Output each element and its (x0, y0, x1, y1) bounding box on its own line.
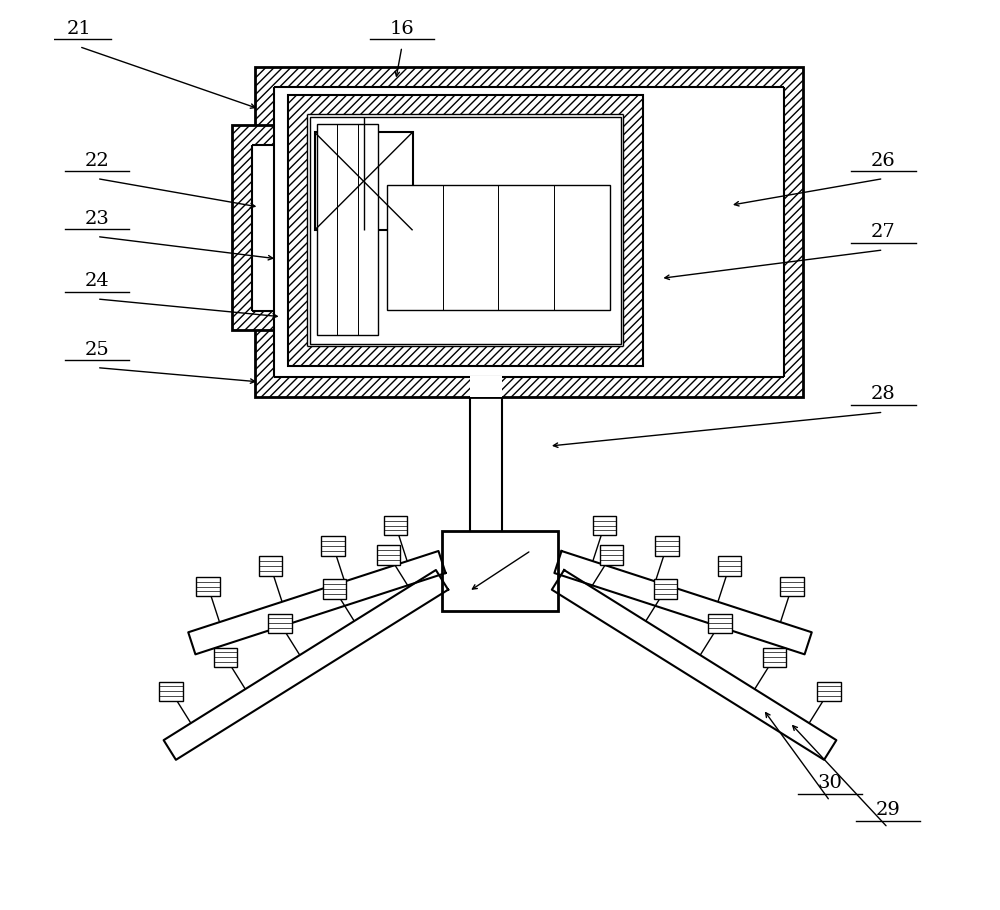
Bar (310, 117, 621, 343)
Text: 27: 27 (871, 223, 896, 241)
Bar (323, 580, 346, 599)
Bar (259, 556, 282, 576)
Text: 24: 24 (85, 272, 109, 290)
Text: 26: 26 (871, 152, 896, 169)
Polygon shape (188, 551, 446, 654)
Bar (214, 648, 237, 667)
Bar (442, 531, 558, 612)
Bar (307, 115, 623, 346)
Text: 28: 28 (871, 385, 896, 403)
Bar (252, 145, 274, 310)
Bar (387, 185, 610, 309)
Text: 25: 25 (85, 340, 109, 359)
Bar (321, 536, 345, 556)
Bar (654, 580, 677, 599)
Text: 22: 22 (85, 152, 109, 169)
Bar (470, 376, 502, 397)
Bar (255, 67, 803, 397)
Bar (593, 516, 616, 535)
Text: 30: 30 (818, 774, 842, 792)
Bar (763, 648, 786, 667)
Text: 29: 29 (875, 801, 900, 819)
Polygon shape (164, 570, 448, 760)
Bar (377, 545, 400, 565)
Polygon shape (554, 551, 812, 654)
Bar (708, 613, 732, 633)
Bar (718, 556, 741, 576)
Polygon shape (552, 570, 836, 760)
Text: 16: 16 (390, 20, 414, 37)
Bar (600, 545, 623, 565)
Bar (274, 86, 784, 378)
Bar (232, 125, 274, 330)
Bar (317, 124, 378, 335)
Bar (288, 95, 643, 366)
Text: 21: 21 (67, 20, 91, 37)
Bar (196, 577, 220, 596)
Bar (655, 536, 679, 556)
Bar (315, 132, 413, 230)
Bar (268, 613, 292, 633)
Bar (384, 516, 407, 535)
Text: 23: 23 (84, 209, 109, 228)
Bar (159, 682, 183, 702)
Bar (817, 682, 841, 702)
Bar (780, 577, 804, 596)
